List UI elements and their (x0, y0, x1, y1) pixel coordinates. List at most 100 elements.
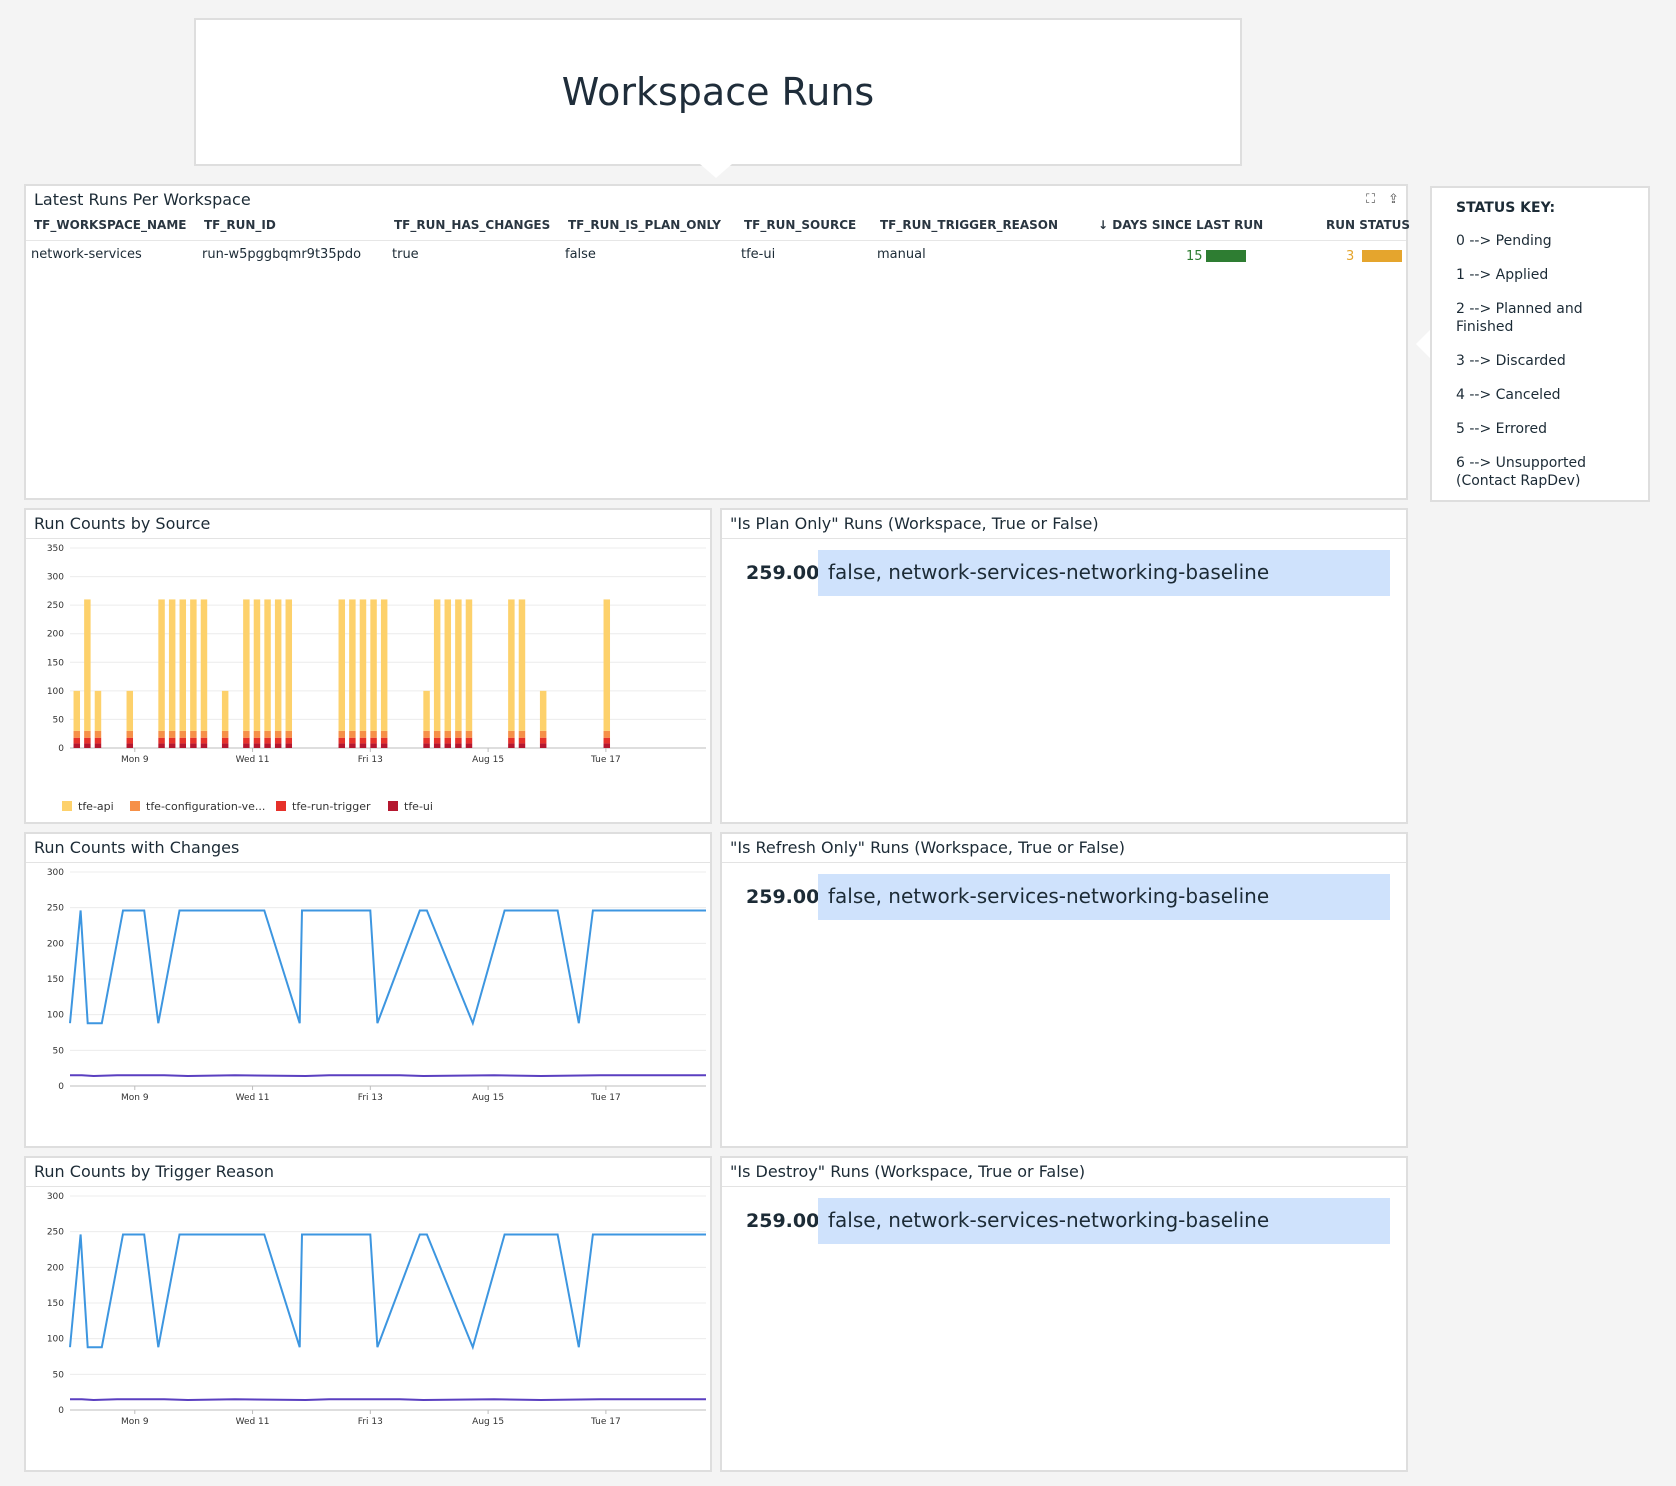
column-header-has-changes[interactable]: TF_RUN_HAS_CHANGES (394, 218, 551, 232)
bar-segment[interactable] (94, 690, 102, 731)
bar-segment[interactable] (243, 737, 250, 744)
series-line[interactable] (70, 1074, 706, 1078)
bar-segment[interactable] (603, 730, 611, 738)
column-header-workspace[interactable]: TF_WORKSPACE_NAME (34, 218, 187, 232)
bar-segment[interactable] (359, 730, 367, 738)
bar-segment[interactable] (359, 599, 367, 731)
bar-segment[interactable] (349, 737, 356, 744)
bar-segment[interactable] (433, 737, 441, 744)
bar-segment[interactable] (84, 737, 91, 744)
bar-segment[interactable] (253, 599, 261, 731)
bar-segment[interactable] (380, 730, 388, 738)
bar-segment[interactable] (94, 743, 102, 748)
legend-item[interactable]: tfe-configuration-ve... (130, 800, 265, 813)
bar-segment[interactable] (158, 737, 165, 744)
series-line[interactable] (70, 1398, 706, 1402)
bar-segment[interactable] (508, 730, 515, 738)
column-header-run-id[interactable]: TF_RUN_ID (204, 218, 276, 232)
bar-segment[interactable] (126, 737, 134, 744)
bar-segment[interactable] (433, 599, 441, 731)
bar-segment[interactable] (508, 737, 515, 744)
bar-segment[interactable] (349, 730, 356, 738)
bar-segment[interactable] (168, 743, 176, 748)
bar-segment[interactable] (444, 730, 452, 738)
bar-segment[interactable] (349, 743, 356, 748)
bar-segment[interactable] (338, 737, 346, 744)
bar-segment[interactable] (158, 599, 165, 731)
legend-item[interactable]: tfe-api (62, 800, 114, 813)
bar-segment[interactable] (84, 730, 91, 738)
bar-segment[interactable] (73, 690, 81, 731)
bar-segment[interactable] (253, 737, 261, 744)
bar-segment[interactable] (423, 730, 430, 738)
bar-segment[interactable] (158, 730, 165, 738)
bar-segment[interactable] (423, 737, 430, 744)
bar-segment[interactable] (264, 737, 271, 744)
column-header-is-plan-only[interactable]: TF_RUN_IS_PLAN_ONLY (568, 218, 721, 232)
bar-segment[interactable] (158, 743, 165, 748)
bar-segment[interactable] (518, 599, 526, 731)
column-header-days-since[interactable]: ↓ DAYS SINCE LAST RUN (1098, 218, 1264, 232)
bar-segment[interactable] (179, 743, 187, 748)
bar-segment[interactable] (243, 599, 250, 731)
bar-segment[interactable] (370, 737, 377, 744)
bar-segment[interactable] (423, 743, 430, 748)
bar-segment[interactable] (603, 743, 611, 748)
bar-segment[interactable] (126, 690, 134, 731)
bar-segment[interactable] (200, 599, 208, 731)
bar-segment[interactable] (221, 743, 229, 748)
bar-segment[interactable] (168, 599, 176, 731)
bar-segment[interactable] (243, 730, 250, 738)
bar-segment[interactable] (264, 599, 271, 731)
bar-segment[interactable] (168, 730, 176, 738)
bar-segment[interactable] (338, 743, 346, 748)
bar-segment[interactable] (539, 730, 547, 738)
bar-segment[interactable] (380, 599, 388, 731)
bar-segment[interactable] (508, 599, 515, 731)
bar-segment[interactable] (274, 737, 282, 744)
bar-segment[interactable] (338, 599, 346, 731)
bar-segment[interactable] (518, 730, 526, 738)
value-bar[interactable]: false, network-services-networking-basel… (818, 550, 1390, 596)
bar-segment[interactable] (465, 730, 473, 738)
column-header-run-status[interactable]: RUN STATUS (1326, 218, 1411, 232)
bar-segment[interactable] (455, 737, 462, 744)
bar-segment[interactable] (359, 743, 367, 748)
bar-segment[interactable] (370, 599, 377, 731)
bar-segment[interactable] (455, 743, 462, 748)
bar-segment[interactable] (349, 599, 356, 731)
bar-segment[interactable] (370, 743, 377, 748)
series-line[interactable] (69, 1233, 706, 1351)
bar-segment[interactable] (94, 737, 102, 744)
bar-segment[interactable] (264, 730, 271, 738)
bar-segment[interactable] (73, 737, 81, 744)
bar-segment[interactable] (179, 599, 187, 731)
bar-segment[interactable] (243, 743, 250, 748)
bar-segment[interactable] (264, 743, 271, 748)
bar-segment[interactable] (380, 737, 388, 744)
bar-segment[interactable] (370, 730, 377, 738)
bar-segment[interactable] (221, 690, 229, 731)
bar-segment[interactable] (190, 743, 197, 748)
bar-segment[interactable] (126, 730, 134, 738)
line-chart[interactable]: 0 50 100 150 200 250 300 Mon 9 Wed 11 Fri 13 Aug 1… (26, 834, 710, 1146)
bar-segment[interactable] (539, 737, 547, 744)
bar-segment[interactable] (465, 743, 473, 748)
bar-segment[interactable] (221, 737, 229, 744)
bar-segment[interactable] (274, 743, 282, 748)
bar-segment[interactable] (274, 730, 282, 738)
bar-segment[interactable] (179, 730, 187, 738)
column-header-trigger-reason[interactable]: TF_RUN_TRIGGER_REASON (880, 218, 1059, 232)
bar-segment[interactable] (94, 730, 102, 738)
bar-segment[interactable] (285, 599, 293, 731)
bar-segment[interactable] (518, 743, 526, 748)
bar-segment[interactable] (433, 743, 441, 748)
bar-segment[interactable] (508, 743, 515, 748)
bar-segment[interactable] (285, 737, 293, 744)
bar-segment[interactable] (539, 743, 547, 748)
legend-item[interactable]: tfe-run-trigger (276, 800, 371, 813)
bar-segment[interactable] (465, 737, 473, 744)
bar-segment[interactable] (455, 730, 462, 738)
bar-segment[interactable] (73, 743, 81, 748)
legend-item[interactable]: tfe-ui (388, 800, 433, 813)
